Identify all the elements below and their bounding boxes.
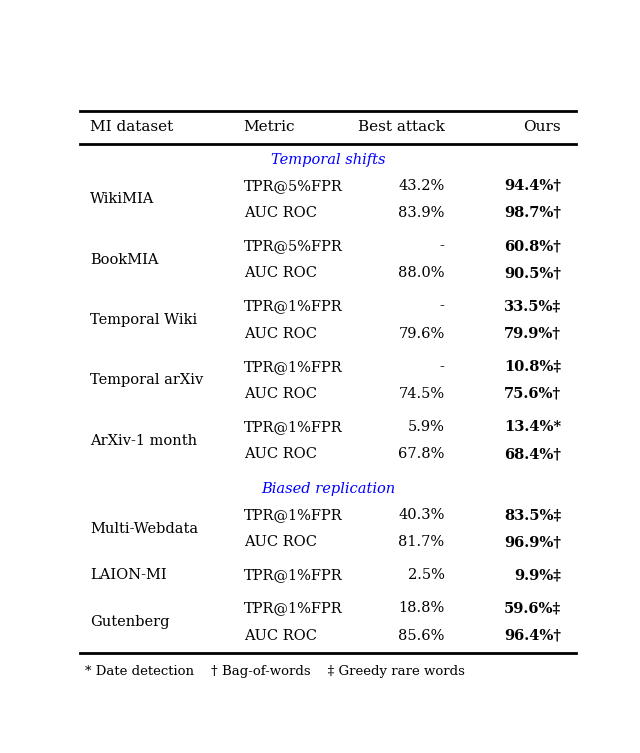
Text: TPR@1%FPR: TPR@1%FPR <box>244 300 342 313</box>
Text: MI dataset: MI dataset <box>90 120 173 135</box>
Text: AUC ROC: AUC ROC <box>244 629 317 642</box>
Text: AUC ROC: AUC ROC <box>244 327 317 340</box>
Text: -: - <box>440 360 445 373</box>
Text: 98.7%†: 98.7%† <box>504 206 561 220</box>
Text: TPR@5%FPR: TPR@5%FPR <box>244 239 342 253</box>
Text: 88.0%: 88.0% <box>398 267 445 280</box>
Text: TPR@1%FPR: TPR@1%FPR <box>244 569 342 582</box>
Text: 96.4%†: 96.4%† <box>504 629 561 642</box>
Text: Ours: Ours <box>524 120 561 135</box>
Text: 67.8%: 67.8% <box>398 447 445 461</box>
Text: Multi-Webdata: Multi-Webdata <box>90 522 198 535</box>
Text: 18.8%: 18.8% <box>398 602 445 615</box>
Text: TPR@1%FPR: TPR@1%FPR <box>244 602 342 615</box>
Text: Temporal arXiv: Temporal arXiv <box>90 373 203 387</box>
Text: 60.8%†: 60.8%† <box>504 239 561 253</box>
Text: TPR@5%FPR: TPR@5%FPR <box>244 178 342 193</box>
Text: 59.6%‡: 59.6%‡ <box>504 602 561 615</box>
Text: 68.4%†: 68.4%† <box>504 447 561 461</box>
Text: 79.6%: 79.6% <box>398 327 445 340</box>
Text: 13.4%*: 13.4%* <box>504 420 561 434</box>
Text: 79.9%†: 79.9%† <box>504 327 561 340</box>
Text: * Date detection    † Bag-of-words    ‡ Greedy rare words: * Date detection † Bag-of-words ‡ Greedy… <box>85 665 465 678</box>
Text: 10.8%‡: 10.8%‡ <box>504 360 561 373</box>
Text: 96.9%†: 96.9%† <box>504 535 561 550</box>
Text: Best attack: Best attack <box>358 120 445 135</box>
Text: TPR@1%FPR: TPR@1%FPR <box>244 420 342 434</box>
Text: 81.7%: 81.7% <box>399 535 445 550</box>
Text: AUC ROC: AUC ROC <box>244 206 317 220</box>
Text: 90.5%†: 90.5%† <box>504 267 561 280</box>
Text: 5.9%: 5.9% <box>408 420 445 434</box>
Text: ArXiv-1 month: ArXiv-1 month <box>90 434 197 447</box>
Text: AUC ROC: AUC ROC <box>244 447 317 461</box>
Text: TPR@1%FPR: TPR@1%FPR <box>244 360 342 373</box>
Text: -: - <box>440 239 445 253</box>
Text: 74.5%: 74.5% <box>399 387 445 401</box>
Text: LAION-MI: LAION-MI <box>90 569 166 582</box>
Text: 83.5%‡: 83.5%‡ <box>504 508 561 522</box>
Text: Biased replication: Biased replication <box>261 482 395 496</box>
Text: BookMIA: BookMIA <box>90 253 159 267</box>
Text: Gutenberg: Gutenberg <box>90 615 170 629</box>
Text: AUC ROC: AUC ROC <box>244 387 317 401</box>
Text: 2.5%: 2.5% <box>408 569 445 582</box>
Text: WikiMIA: WikiMIA <box>90 192 154 206</box>
Text: Metric: Metric <box>244 120 295 135</box>
Text: -: - <box>440 300 445 313</box>
Text: 83.9%: 83.9% <box>398 206 445 220</box>
Text: 85.6%: 85.6% <box>398 629 445 642</box>
Text: 75.6%†: 75.6%† <box>504 387 561 401</box>
Text: 94.4%†: 94.4%† <box>504 178 561 193</box>
Text: 33.5%‡: 33.5%‡ <box>504 300 561 313</box>
Text: Temporal shifts: Temporal shifts <box>271 153 385 166</box>
Text: TPR@1%FPR: TPR@1%FPR <box>244 508 342 522</box>
Text: 9.9%‡: 9.9%‡ <box>515 569 561 582</box>
Text: 40.3%: 40.3% <box>398 508 445 522</box>
Text: 43.2%: 43.2% <box>398 178 445 193</box>
Text: Temporal Wiki: Temporal Wiki <box>90 313 197 327</box>
Text: AUC ROC: AUC ROC <box>244 535 317 550</box>
Text: AUC ROC: AUC ROC <box>244 267 317 280</box>
